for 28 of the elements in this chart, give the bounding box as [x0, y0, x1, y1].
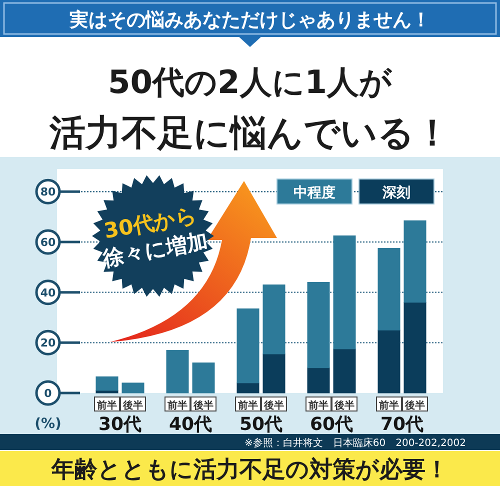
text: 40代	[168, 414, 212, 435]
text: 70代	[380, 414, 424, 435]
x-tick-label: 前半	[96, 400, 117, 412]
x-tick-label: 後半	[334, 400, 354, 412]
chart-title: 50代の2人に1人が	[108, 63, 394, 101]
text: 60代	[310, 414, 354, 435]
y-tick-label: 40	[40, 286, 56, 300]
x-tick-label: 後半	[122, 400, 143, 412]
y-tick-label: 80	[40, 186, 56, 199]
text: 深刻	[382, 184, 410, 201]
text: 中程度	[294, 184, 336, 201]
y-tick-label: 0	[44, 387, 52, 400]
text: 年齢とともに活力不足の対策が必要！	[50, 456, 448, 483]
chart-subtitle: 活力不足に悩んでいる！	[48, 113, 450, 154]
y-axis-title: (%)	[34, 416, 62, 432]
text: 30代	[98, 414, 142, 435]
text: 実はその悩みあなただけじゃありません！	[68, 9, 430, 31]
x-tick-label: 前半	[378, 400, 399, 412]
x-tick-label: 前半	[166, 400, 188, 412]
text: ※参照：白井将文 日本臨床60 200-202,2002	[244, 437, 466, 449]
x-tick-label: 後半	[404, 400, 425, 412]
x-tick-label: 前半	[237, 400, 258, 412]
y-tick-label: 20	[40, 336, 56, 350]
text: 50代	[239, 414, 283, 435]
x-tick-label: 後半	[192, 400, 214, 412]
y-tick-label: 60	[40, 236, 56, 249]
x-tick-label: 前半	[308, 400, 328, 412]
x-tick-label: 後半	[263, 400, 284, 412]
